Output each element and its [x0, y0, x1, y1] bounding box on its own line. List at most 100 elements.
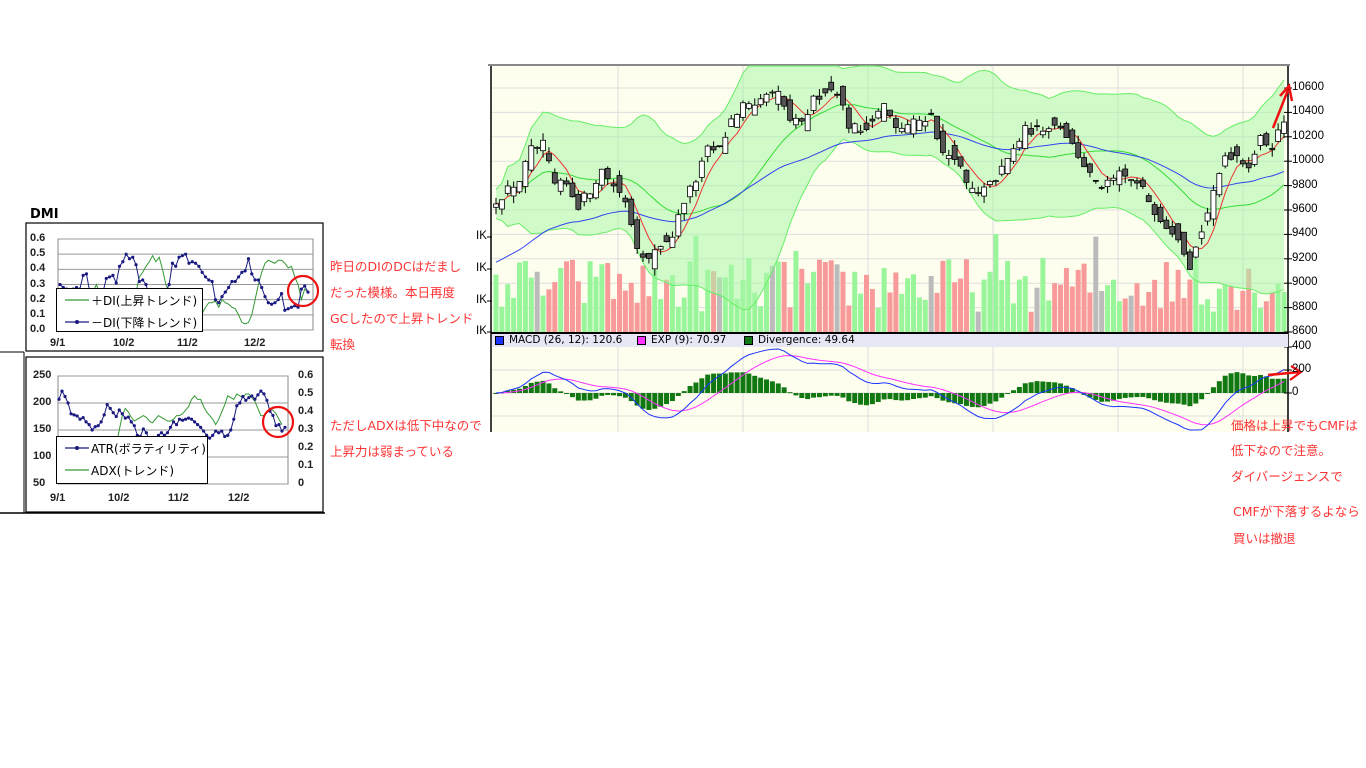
volume-bar: [1152, 279, 1158, 332]
volume-bar: [1052, 283, 1058, 332]
divergence-bar: [1105, 393, 1111, 402]
candlestick: [1075, 142, 1082, 158]
candlestick: [616, 175, 623, 193]
minus-di-point: [217, 301, 221, 305]
minus-di-point: [58, 282, 62, 287]
candlestick: [1134, 180, 1140, 184]
divergence-bar: [681, 391, 687, 393]
atr-point: [78, 417, 82, 421]
divergence-bar: [1169, 393, 1175, 404]
atr-x-tick: 11/2: [168, 492, 189, 504]
candlestick: [716, 145, 723, 148]
atr-point: [60, 389, 64, 393]
candlestick: [992, 180, 999, 183]
divergence-bar: [969, 393, 975, 407]
candlestick: [1104, 179, 1111, 188]
volume-bar: [1075, 269, 1081, 332]
atr-point: [262, 392, 266, 396]
volume-bar: [822, 262, 828, 332]
candlestick: [1251, 153, 1258, 165]
candlestick: [775, 91, 782, 105]
candlestick: [722, 136, 729, 154]
volume-bar: [905, 278, 911, 332]
divergence-bar: [1152, 393, 1158, 401]
candlestick: [1028, 128, 1035, 135]
candlestick: [634, 219, 641, 249]
minus-di-point: [170, 261, 175, 265]
volume-bar: [664, 279, 670, 332]
divergence-bar: [1216, 381, 1222, 393]
atr-point: [226, 433, 230, 437]
volume-bar: [1263, 301, 1269, 332]
atr-point: [87, 423, 91, 427]
dmi-y-tick: 0.0: [30, 323, 46, 335]
red-arrow-icon: [1289, 365, 1303, 381]
atr-y-tick-right: 0.3: [298, 423, 314, 435]
candlestick: [863, 122, 870, 130]
divergence-bar: [675, 393, 681, 396]
atr-line: [58, 389, 286, 443]
divergence-bar: [769, 381, 775, 393]
atr-x-tick: 9/1: [50, 492, 66, 504]
minus-di-point: [108, 275, 112, 279]
minus-di-point: [167, 282, 171, 287]
candlestick: [1145, 195, 1152, 203]
volume-bar: [599, 264, 605, 332]
candlestick: [540, 139, 546, 152]
volume-bar: [940, 260, 946, 332]
highlight-circle: [261, 405, 295, 439]
price-y-tick: 8600: [1292, 325, 1318, 337]
candlestick: [1187, 251, 1193, 270]
divergence-bar: [1016, 387, 1022, 393]
volume-bar: [887, 292, 893, 332]
candlestick: [969, 187, 976, 193]
candlestick: [657, 246, 664, 250]
volume-bar: [828, 260, 834, 332]
minus-di-point: [270, 302, 274, 306]
divergence-bar: [646, 393, 652, 410]
macd-y-tick: 200: [1292, 363, 1312, 375]
divergence-bar: [1234, 372, 1240, 393]
divergence-bar: [546, 383, 552, 393]
volume-bar: [846, 305, 852, 332]
atr-point: [280, 429, 284, 433]
minus-di-point: [84, 272, 89, 276]
candlestick: [740, 102, 746, 118]
candlestick: [1039, 130, 1046, 136]
divergence-bar: [1281, 378, 1287, 393]
minus-di-point: [124, 252, 128, 256]
divergence-bar: [1252, 375, 1258, 393]
annotation-left-1: 昨日のDIのDCはだまし: [330, 259, 462, 274]
minus-di-point: [236, 275, 241, 279]
volume-bar: [1022, 276, 1028, 332]
candlestick: [734, 114, 741, 128]
volume-bar: [522, 260, 528, 332]
volume-bar: [634, 302, 640, 332]
volume-bar: [1093, 236, 1099, 332]
candlestick: [498, 199, 505, 210]
candlestick: [1016, 140, 1023, 149]
divergence-bar: [993, 393, 999, 402]
candlestick: [928, 112, 935, 115]
candlestick: [693, 181, 699, 191]
divergence-bar: [622, 393, 628, 398]
divergence-bar: [899, 393, 905, 401]
atr-point: [217, 431, 221, 435]
candlestick: [934, 115, 940, 140]
candlestick: [898, 127, 905, 133]
divergence-bar: [716, 373, 722, 393]
divergence-bar: [1069, 388, 1075, 393]
candlestick: [504, 185, 511, 194]
volume-bar: [1175, 269, 1181, 332]
candlestick: [1245, 162, 1252, 169]
atr-point: [202, 429, 206, 433]
macd-y-tick: 0: [1292, 386, 1299, 398]
candlestick: [663, 235, 670, 243]
minus-di-point: [246, 257, 251, 261]
atr-x-tick: 10/2: [108, 492, 130, 504]
atr-point: [114, 414, 118, 419]
minus-di-point: [137, 279, 141, 284]
dmi-x-tick: 12/2: [244, 337, 266, 349]
divergence-bar: [1199, 393, 1205, 400]
candlestick: [516, 181, 523, 193]
